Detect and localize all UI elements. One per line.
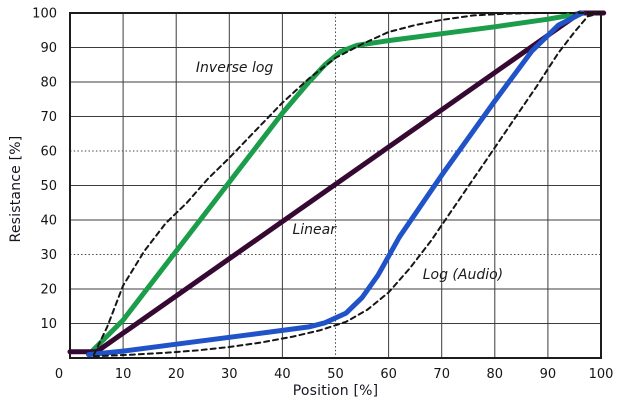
annotation-log-audio: Log (Audio) xyxy=(422,267,504,284)
series-ideal-inverse-log-dashed xyxy=(92,12,602,356)
y-tick-label-50: 50 xyxy=(40,179,57,194)
x-tick-label-30: 30 xyxy=(221,367,238,382)
series-ideal-log-dashed xyxy=(92,12,602,358)
y-tick-label-40: 40 xyxy=(40,214,57,229)
y-tick-label-90: 90 xyxy=(40,41,57,56)
x-tick-label-100: 100 xyxy=(589,367,614,382)
y-tick-label-10: 10 xyxy=(40,317,57,332)
x-tick-label-40: 40 xyxy=(274,367,291,382)
y-axis-title: Resistance [%] xyxy=(8,135,24,243)
x-axis-title: Position [%] xyxy=(292,383,379,399)
y-tick-label-100: 100 xyxy=(32,7,57,22)
plot-frame xyxy=(69,12,602,359)
x-tick-label-70: 70 xyxy=(433,367,450,382)
x-tick-label-20: 20 xyxy=(168,367,185,382)
x-tick-label-50: 50 xyxy=(327,367,344,382)
y-tick-label-30: 30 xyxy=(40,248,57,263)
x-tick-label-10: 10 xyxy=(115,367,132,382)
series-log-audio xyxy=(86,10,585,358)
annotation-linear: Linear xyxy=(292,222,337,239)
y-tick-label-80: 80 xyxy=(40,76,57,91)
y-tick-label-70: 70 xyxy=(40,110,57,125)
annotation-inverse-log: Inverse log xyxy=(195,60,274,77)
x-tick-label-60: 60 xyxy=(380,367,397,382)
x-tick-label-0: 0 xyxy=(55,367,63,382)
x-tick-label-90: 90 xyxy=(540,367,557,382)
y-tick-label-20: 20 xyxy=(40,283,57,298)
series-inverse-log xyxy=(86,10,585,358)
y-tick-label-60: 60 xyxy=(40,145,57,160)
x-tick-label-80: 80 xyxy=(487,367,504,382)
